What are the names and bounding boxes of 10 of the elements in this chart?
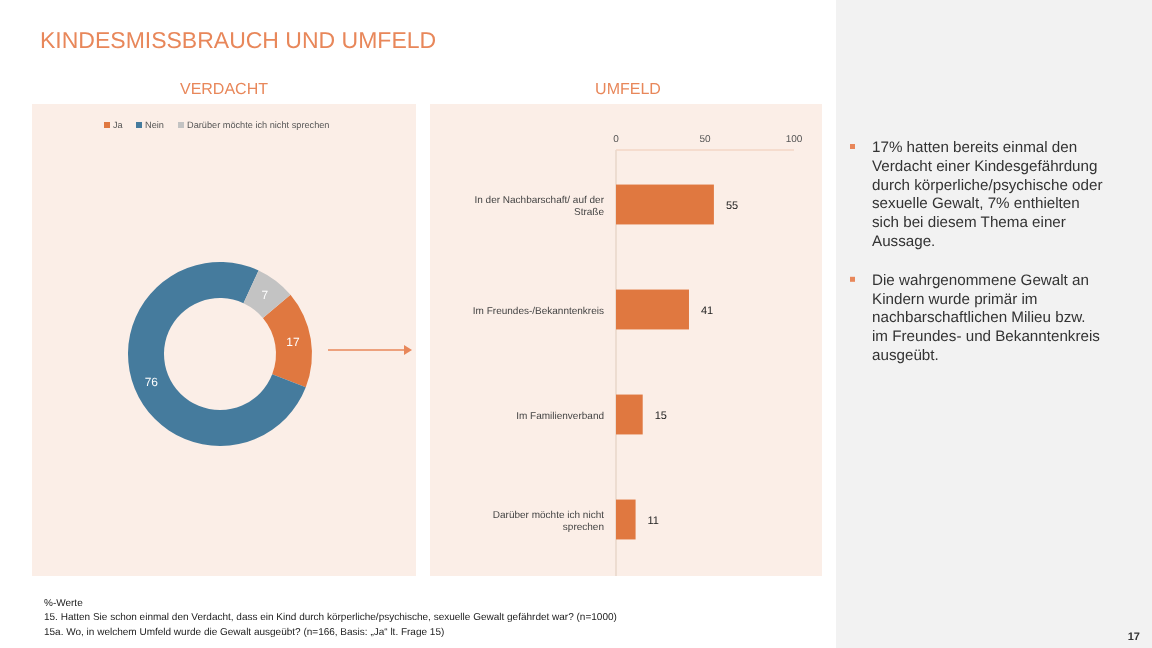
text: KINDESMISSBRAUCH UND UMFELD (40, 30, 437, 54)
donut-slice (128, 262, 306, 446)
chart-title: VERDACHT (179, 80, 269, 98)
chart-title: UMFELD (595, 80, 662, 98)
donut-slice (262, 294, 312, 388)
bar (616, 289, 689, 330)
bar (616, 184, 714, 225)
donut-slice (243, 270, 291, 318)
bar (616, 499, 636, 540)
bar (616, 394, 643, 435)
